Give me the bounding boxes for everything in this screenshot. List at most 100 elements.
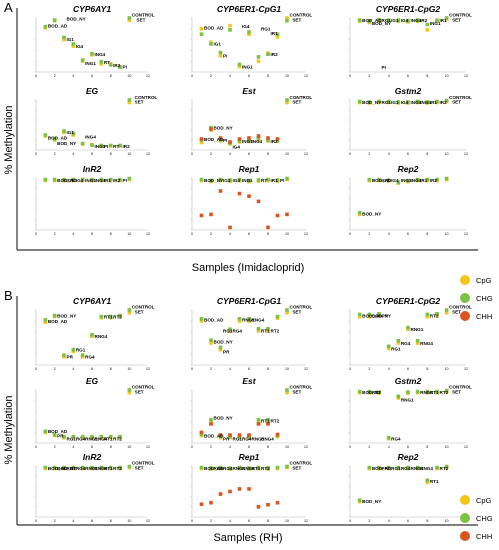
data-point-chg <box>275 32 280 36</box>
data-point-chg <box>247 178 251 183</box>
legend-marker-cpg <box>460 275 470 285</box>
sample-label: ING1 <box>242 178 253 183</box>
sample-label: RT2 <box>261 466 270 471</box>
x-tick-label: 2 <box>210 519 212 523</box>
sample-label: IG1 <box>382 178 390 183</box>
sample-label: BOD_AD <box>48 319 68 324</box>
data-point-chh <box>218 433 223 437</box>
x-tick-label: 12 <box>304 152 308 156</box>
data-point-chg <box>396 100 401 104</box>
sample-label: RG1 <box>67 466 77 471</box>
data-point-chg <box>435 465 439 470</box>
x-tick-label: 12 <box>304 367 308 371</box>
x-tick-label: 6 <box>248 152 250 156</box>
sample-label: ING1 <box>85 61 96 66</box>
x-tick-label: 8 <box>426 152 428 156</box>
x-tick-label: 2 <box>54 445 56 449</box>
sample-label: RNG1 <box>252 437 265 442</box>
data-point-chh <box>199 430 204 435</box>
data-point-chg <box>406 18 410 23</box>
sample-label: IR1 <box>440 18 448 23</box>
sample-label: IR2 <box>113 178 121 183</box>
legend-marker-chh <box>460 311 470 321</box>
data-point-chg <box>199 432 204 437</box>
sample-label: BOD_NY <box>362 212 381 217</box>
subplot-title: Rep1 <box>239 164 260 174</box>
x-tick-label: 12 <box>304 445 308 449</box>
data-point-cpg <box>367 314 372 319</box>
data-point-chg <box>275 178 280 182</box>
data-point-chg <box>386 99 391 104</box>
sample-label: RT1 <box>430 390 439 395</box>
sample-label: RG1 <box>261 27 271 32</box>
sample-label: BOD_NY <box>372 313 391 318</box>
sample-label: RNG4 <box>252 318 265 323</box>
data-point-chg <box>247 138 251 142</box>
data-point-chh <box>237 191 242 196</box>
x-tick-label: 8 <box>426 519 428 523</box>
data-point-chg <box>80 434 85 439</box>
x-tick-label: 2 <box>368 519 370 523</box>
sample-label: RT2 <box>113 466 122 471</box>
x-tick-label: 4 <box>229 232 231 236</box>
sample-label: RT <box>113 144 119 149</box>
sample-label: PI <box>123 64 127 69</box>
data-point-chg <box>108 434 113 439</box>
data-point-chh <box>247 433 251 437</box>
data-point-chg <box>444 388 449 393</box>
data-point-chg <box>406 465 410 470</box>
data-point-chh <box>237 487 242 491</box>
sample-label: RG4 <box>233 329 243 334</box>
x-tick-label: 6 <box>91 74 93 78</box>
sample-label: BOD_NY <box>204 178 223 183</box>
x-tick-label: 2 <box>368 232 370 236</box>
sample-label: RNG1 <box>233 466 246 471</box>
data-point-chg <box>228 327 232 332</box>
data-point-chg <box>285 18 289 23</box>
sample-label: RT1 <box>104 314 113 319</box>
sample-label: IG1 <box>223 178 231 183</box>
subplot-title: Est <box>242 376 256 386</box>
data-point-chg <box>357 312 362 317</box>
sample-label: RT1 <box>261 419 270 424</box>
sample-label: RNG4 <box>261 437 274 442</box>
x-tick-label: 10 <box>445 445 449 449</box>
legend-marker-chg <box>460 513 470 523</box>
sample-label: RT2 <box>440 390 449 395</box>
x-tick-label: 0 <box>349 74 351 78</box>
data-point-chg <box>357 18 362 22</box>
data-point-chg <box>62 465 66 470</box>
data-point-chg <box>62 353 66 357</box>
data-point-chg <box>396 18 401 22</box>
x-tick-label: 12 <box>464 74 468 78</box>
data-point-cpg <box>127 390 132 395</box>
data-point-cpg <box>256 59 261 63</box>
x-tick-label: 10 <box>285 152 289 156</box>
data-point-chg <box>396 394 401 399</box>
sample-label: SET <box>135 309 144 314</box>
data-point-chg <box>377 17 381 22</box>
data-point-chg <box>386 344 391 349</box>
x-tick-label: 2 <box>54 152 56 156</box>
sample-label: RG4 <box>242 437 252 442</box>
sample-label: ING4 <box>411 178 422 183</box>
data-point-chg <box>80 58 85 62</box>
sample-label: SET <box>292 99 301 104</box>
x-tick-label: 8 <box>426 74 428 78</box>
data-point-chg <box>357 389 362 394</box>
legend-marker-cpg <box>460 495 470 505</box>
data-point-chh <box>275 432 280 437</box>
sample-label: BOD_AD <box>204 466 224 471</box>
sample-label: BOD_AD <box>48 429 68 434</box>
x-tick-label: 2 <box>368 152 370 156</box>
x-tick-label: 6 <box>407 519 409 523</box>
x-tick-label: 8 <box>110 232 112 236</box>
data-point-chg <box>377 312 381 316</box>
data-point-chg <box>209 42 213 46</box>
x-tick-label: 0 <box>35 367 37 371</box>
data-point-chg <box>377 465 381 470</box>
